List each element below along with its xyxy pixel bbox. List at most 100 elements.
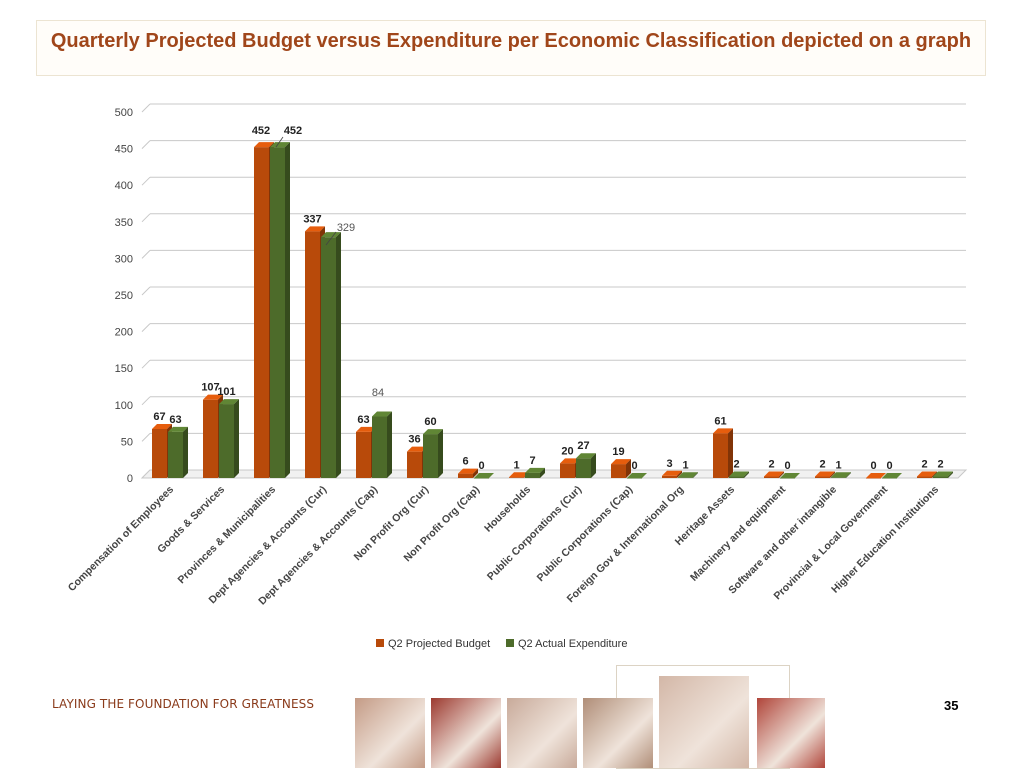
- bar: [219, 404, 234, 478]
- bar: [305, 231, 320, 478]
- bar-top: [611, 459, 631, 465]
- bar-top: [917, 471, 937, 477]
- data-label: 0: [870, 460, 876, 472]
- bar-top: [219, 399, 239, 405]
- x-category-label: Public Corporations (Cur): [485, 484, 584, 583]
- data-label: 3: [666, 458, 672, 470]
- bar-top: [662, 470, 682, 476]
- bar-side: [285, 142, 290, 479]
- y-tick-label: 200: [115, 327, 133, 339]
- bar-top: [372, 411, 392, 417]
- y-tick-label: 0: [127, 473, 133, 485]
- bar: [576, 458, 591, 478]
- gridline-depth: [141, 176, 151, 186]
- data-label: 63: [169, 414, 181, 426]
- x-category-label: Public Corporations (Cap): [535, 484, 635, 584]
- gridline-depth: [141, 103, 151, 113]
- bar-side: [473, 468, 478, 478]
- bar-top: [780, 473, 800, 478]
- bar: [866, 478, 881, 479]
- bar-side: [591, 453, 596, 478]
- bar: [713, 433, 728, 478]
- bar-side: [336, 232, 341, 478]
- data-label: 36: [408, 434, 420, 446]
- bar: [560, 463, 575, 478]
- bar: [372, 416, 387, 478]
- data-label: 7: [529, 455, 535, 467]
- data-label: 107: [201, 382, 219, 394]
- y-tick-label: 500: [115, 107, 133, 119]
- bar-top: [423, 429, 443, 435]
- bar-side: [830, 471, 835, 478]
- bar-side: [779, 471, 784, 478]
- bar: [815, 476, 830, 478]
- bar-top: [356, 426, 376, 432]
- data-label: 2: [819, 459, 825, 471]
- data-label: 2: [921, 459, 927, 471]
- data-label: 0: [784, 460, 790, 472]
- bar-top: [933, 471, 953, 477]
- bar-side: [728, 428, 733, 478]
- bar: [933, 476, 948, 478]
- bar-top: [627, 473, 647, 478]
- people-silhouette-photo: [431, 698, 501, 768]
- legend-label: Q2 Actual Expenditure: [518, 638, 627, 650]
- bar: [270, 147, 285, 479]
- data-label: 20: [561, 445, 573, 457]
- bar-top: [321, 232, 341, 238]
- data-label: 1: [513, 459, 519, 471]
- y-tick-label: 400: [115, 180, 133, 192]
- bar-top: [474, 473, 494, 478]
- slide-title: Quarterly Projected Budget versus Expend…: [50, 30, 972, 52]
- data-label: 67: [153, 411, 165, 423]
- leader-line: [275, 136, 284, 148]
- bar: [509, 477, 524, 478]
- y-tick-label: 450: [115, 144, 133, 156]
- bar-top: [407, 446, 427, 452]
- y-tick-label: 250: [115, 290, 133, 302]
- bar-top: [509, 472, 529, 478]
- bar: [407, 451, 422, 478]
- film-strip-photo: [507, 698, 577, 768]
- x-category-label: Provinces & Municipalities: [176, 484, 279, 587]
- data-label: 19: [612, 446, 624, 458]
- bar-side: [744, 471, 749, 478]
- gridline-depth: [141, 286, 151, 296]
- bar-side: [626, 459, 631, 478]
- bar: [627, 478, 642, 479]
- bar: [882, 478, 897, 479]
- data-label: 329: [337, 222, 355, 234]
- x-category-label: Compensation of Employees: [66, 484, 176, 594]
- y-tick-label: 150: [115, 363, 133, 375]
- bar-top: [560, 458, 580, 464]
- bar-side: [387, 411, 392, 478]
- bar: [611, 464, 626, 478]
- bar-side: [846, 472, 851, 478]
- bar-top: [270, 142, 290, 148]
- bar-top: [203, 394, 223, 400]
- data-label: 1: [835, 459, 841, 471]
- bar: [831, 477, 846, 478]
- bar: [678, 477, 693, 478]
- bar-side: [693, 472, 698, 478]
- data-label: 452: [252, 125, 270, 137]
- bar: [152, 428, 167, 478]
- gridline-depth: [141, 433, 151, 442]
- bar-side: [540, 467, 545, 478]
- bar: [780, 478, 795, 479]
- bar-top: [882, 473, 902, 478]
- data-label: 63: [357, 414, 369, 426]
- bar-side: [438, 429, 443, 478]
- bar-top: [866, 473, 886, 478]
- y-tick-label: 100: [115, 400, 133, 412]
- gridline-depth: [141, 359, 151, 369]
- leader-line: [325, 231, 337, 246]
- bar-top: [254, 142, 274, 148]
- title-box: Quarterly Projected Budget versus Expend…: [36, 20, 986, 76]
- beadwork-photo: [583, 698, 653, 768]
- data-label: 84: [372, 387, 384, 399]
- bar-top: [458, 468, 478, 474]
- saxophone-player-photo: [757, 698, 825, 768]
- bar-side: [948, 471, 953, 478]
